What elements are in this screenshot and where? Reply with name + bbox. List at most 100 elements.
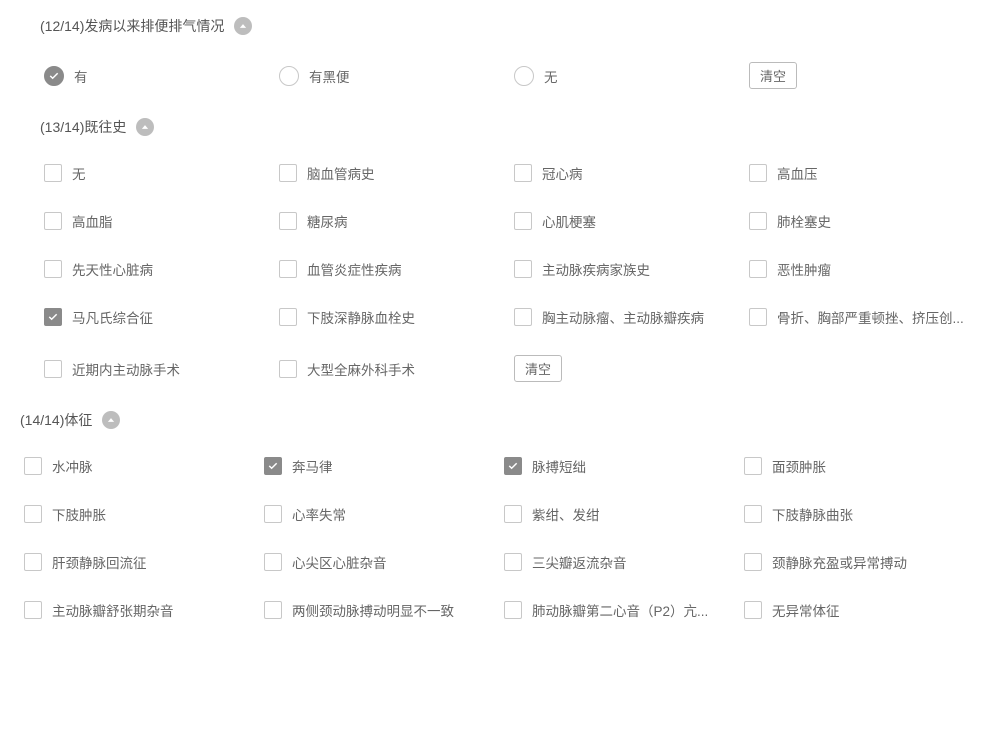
option-item[interactable]: 下肢静脉曲张 [740,490,980,538]
option-label: 马凡氏综合征 [72,307,153,327]
option-item[interactable]: 肺动脉瓣第二心音（P2）亢... [500,586,740,634]
option-label: 奔马律 [292,456,333,476]
option-label: 血管炎症性疾病 [307,259,402,279]
option-item[interactable]: 肝颈静脉回流征 [20,538,260,586]
option-item[interactable]: 骨折、胸部严重顿挫、挤压创... [745,293,980,341]
collapse-up-icon[interactable] [136,118,154,136]
checkbox[interactable] [749,308,767,326]
checkbox[interactable] [279,212,297,230]
checkbox[interactable] [504,601,522,619]
section-header[interactable]: (13/14)既往史 [40,111,980,149]
checkbox[interactable] [504,553,522,571]
checkbox[interactable] [279,164,297,182]
option-item[interactable]: 主动脉疾病家族史 [510,245,745,293]
checkbox[interactable] [279,260,297,278]
checkbox[interactable] [44,212,62,230]
option-item[interactable]: 糖尿病 [275,197,510,245]
option-item[interactable]: 血管炎症性疾病 [275,245,510,293]
section-header[interactable]: (14/14)体征 [20,404,980,442]
checkbox[interactable] [749,164,767,182]
checkbox[interactable] [744,553,762,571]
option-item[interactable]: 面颈肿胀 [740,442,980,490]
option-item[interactable]: 主动脉瓣舒张期杂音 [20,586,260,634]
option-item[interactable]: 下肢肿胀 [20,490,260,538]
checkbox[interactable] [749,212,767,230]
checkbox[interactable] [514,260,532,278]
collapse-up-icon[interactable] [102,411,120,429]
collapse-up-icon[interactable] [234,17,252,35]
option-item[interactable]: 高血压 [745,149,980,197]
option-item[interactable]: 近期内主动脉手术 [40,341,275,396]
option-item[interactable]: 下肢深静脉血栓史 [275,293,510,341]
checkbox[interactable] [264,457,282,475]
option-item[interactable]: 水冲脉 [20,442,260,490]
option-item[interactable]: 无 [40,149,275,197]
option-label: 主动脉瓣舒张期杂音 [52,600,174,620]
option-item[interactable]: 大型全麻外科手术 [275,341,510,396]
option-item[interactable]: 心率失常 [260,490,500,538]
option-item[interactable]: 恶性肿瘤 [745,245,980,293]
checkbox[interactable] [264,505,282,523]
clear-button[interactable]: 清空 [514,355,562,382]
checkbox[interactable] [749,260,767,278]
checkbox[interactable] [44,260,62,278]
option-item[interactable]: 三尖瓣返流杂音 [500,538,740,586]
section-title: (14/14)体征 [20,410,92,430]
option-item[interactable]: 心尖区心脏杂音 [260,538,500,586]
option-label: 下肢肿胀 [52,504,106,524]
checkbox[interactable] [504,457,522,475]
checkbox[interactable] [504,505,522,523]
section-header[interactable]: (12/14)发病以来排便排气情况 [40,10,980,48]
option-label: 肺栓塞史 [777,211,831,231]
option-item[interactable]: 有黑便 [275,48,510,103]
option-item[interactable]: 肺栓塞史 [745,197,980,245]
section-s12: (12/14)发病以来排便排气情况有有黑便 无 清空 [20,10,980,103]
option-item[interactable]: 颈静脉充盈或异常搏动 [740,538,980,586]
option-item[interactable]: 脉搏短绌 [500,442,740,490]
checkbox[interactable] [514,212,532,230]
option-item[interactable]: 心肌梗塞 [510,197,745,245]
checkbox[interactable] [44,164,62,182]
option-item[interactable]: 有 [40,48,275,103]
option-label: 无 [544,66,558,86]
option-item[interactable]: 奔马律 [260,442,500,490]
option-label: 高血压 [777,163,818,183]
checkbox[interactable] [279,308,297,326]
checkbox[interactable] [44,308,62,326]
clear-button[interactable]: 清空 [749,62,797,89]
checkbox[interactable] [744,457,762,475]
radio-button[interactable] [279,66,299,86]
option-label: 水冲脉 [52,456,93,476]
option-label: 心尖区心脏杂音 [292,552,387,572]
option-item[interactable]: 高血脂 [40,197,275,245]
section-title: (12/14)发病以来排便排气情况 [40,16,224,36]
option-label: 两侧颈动脉搏动明显不一致 [292,600,454,620]
checkbox[interactable] [264,553,282,571]
option-item[interactable]: 先天性心脏病 [40,245,275,293]
radio-button[interactable] [514,66,534,86]
checkbox[interactable] [514,164,532,182]
option-item[interactable]: 两侧颈动脉搏动明显不一致 [260,586,500,634]
option-item[interactable]: 马凡氏综合征 [40,293,275,341]
option-item[interactable]: 冠心病 [510,149,745,197]
checkbox[interactable] [24,601,42,619]
checkbox[interactable] [279,360,297,378]
checkbox[interactable] [24,457,42,475]
option-item[interactable]: 紫绀、发绀 [500,490,740,538]
checkbox[interactable] [264,601,282,619]
options-grid: 无脑血管病史冠心病 高血压高血脂糖尿病心肌梗塞 肺栓塞史先天性心脏病 血管炎症性疾病 主… [40,149,980,396]
checkbox[interactable] [24,505,42,523]
options-grid: 有有黑便 无 清空 [40,48,980,103]
option-item[interactable]: 胸主动脉瘤、主动脉瓣疾病 [510,293,745,341]
checkbox[interactable] [744,601,762,619]
checkbox[interactable] [744,505,762,523]
option-item[interactable]: 无异常体征 [740,586,980,634]
option-item[interactable]: 脑血管病史 [275,149,510,197]
checkbox[interactable] [514,308,532,326]
section-s14: (14/14)体征水冲脉 奔马律 脉搏短绌面颈肿胀下肢肿胀 心率失常紫绀、发绀下肢静脉… [20,404,980,634]
radio-button[interactable] [44,66,64,86]
option-item[interactable]: 无 [510,48,745,103]
option-label: 先天性心脏病 [72,259,153,279]
checkbox[interactable] [44,360,62,378]
checkbox[interactable] [24,553,42,571]
